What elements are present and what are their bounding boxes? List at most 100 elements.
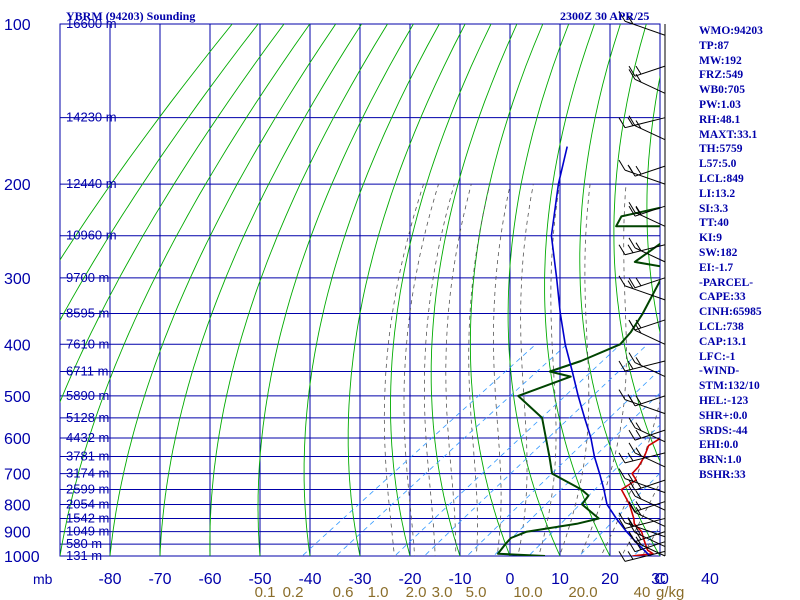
- parcel-line: [550, 146, 651, 556]
- stat-line: PW:1.03: [699, 98, 741, 111]
- wind-barb: [618, 159, 666, 185]
- dry-adiabats: [60, 24, 660, 556]
- moist-adiabat-line: [493, 184, 511, 556]
- height-label: 3174 m: [66, 466, 109, 481]
- dry-adiabat-line: [209, 24, 389, 556]
- dry-adiabat-line: [469, 24, 544, 556]
- stat-line: HEL:-123: [699, 394, 749, 407]
- dry-adiabat-line: [579, 24, 660, 556]
- stat-line: MW:192: [699, 54, 742, 67]
- wind-barb: [628, 522, 666, 548]
- pressure-tick-label: 500: [4, 389, 31, 406]
- wind-barb: [628, 417, 666, 443]
- stat-line: SW:182: [699, 246, 738, 259]
- temperature-tick-label: -50: [248, 571, 271, 588]
- stats-panel: WMO:94203 TP:87 MW:192 FRZ:549 WB0:705 PW:1.0…: [699, 24, 799, 483]
- temperature-tick-label: 30: [651, 571, 669, 588]
- moist-adiabat-line: [383, 183, 424, 556]
- wind-barb: [618, 512, 666, 538]
- height-label: 3781 m: [66, 448, 109, 463]
- pressure-tick-label: 400: [4, 337, 31, 354]
- pressure-tick-label: 800: [4, 497, 31, 514]
- wind-barb: [628, 442, 666, 468]
- pressure-tick-label: 700: [4, 467, 31, 484]
- stat-line: -PARCEL-: [699, 276, 754, 289]
- stat-line: -WIND-: [699, 365, 740, 378]
- stat-line: TH:5759: [699, 143, 743, 156]
- dry-adiabat-line: [390, 24, 492, 556]
- stat-line: LCL:849: [699, 172, 744, 185]
- stat-line: CAP:13.1: [699, 335, 747, 348]
- dry-adiabat-line: [257, 24, 414, 556]
- moist-adiabat-line: [468, 184, 491, 556]
- wind-barb: [628, 531, 666, 557]
- wind-barb: [628, 502, 666, 527]
- mixing-ratio-lines: [301, 344, 660, 556]
- mixing-ratio-label: 40: [634, 584, 651, 600]
- wind-barb: [618, 360, 666, 372]
- stat-line: MAXT:33.1: [699, 128, 758, 141]
- wind-barb: [618, 275, 666, 301]
- wind-barb: [628, 202, 666, 227]
- wind-barb: [618, 468, 666, 494]
- stat-line: TT:40: [699, 217, 729, 230]
- temperature-tick-label: 10: [551, 571, 569, 588]
- mixing-ratio-label: 5.0: [466, 584, 487, 600]
- temperature-tick-label: 20: [601, 571, 619, 588]
- stat-line: L57:5.0: [699, 158, 737, 171]
- stat-line: EI:-1.7: [699, 261, 734, 274]
- height-label: 8595 m: [66, 305, 109, 320]
- temperature-tick-label: 0: [506, 571, 515, 588]
- pressure-tick-label: 1000: [4, 549, 40, 566]
- stat-line: KI:9: [699, 232, 722, 245]
- dry-adiabat-line: [303, 24, 440, 556]
- dry-adiabat-line: [347, 24, 466, 556]
- height-label: 2599 m: [66, 482, 109, 497]
- x-unit-label: C: [654, 571, 666, 588]
- dry-adiabat-line: [109, 24, 337, 556]
- y-unit-label: mb: [33, 571, 53, 587]
- pressure-tick-label: 100: [4, 17, 31, 34]
- height-label: 2054 m: [66, 496, 109, 511]
- height-label: 16600 m: [66, 16, 117, 31]
- moist-adiabat-line: [445, 183, 472, 556]
- pressure-tick-label: 600: [4, 431, 31, 448]
- moist-adiabat-line: [538, 184, 560, 556]
- mixing-ratio-line: [528, 424, 660, 556]
- temperature-tick-label: -60: [198, 571, 221, 588]
- mixing-ratio-line: [394, 344, 621, 556]
- stat-line: LCL:738: [699, 320, 744, 333]
- moist-adiabat-line: [579, 184, 627, 556]
- temperature-tick-label: -70: [148, 571, 171, 588]
- stat-line: CAPE:33: [699, 291, 746, 304]
- wind-barb: [628, 479, 666, 491]
- height-label: 580 m: [66, 536, 102, 551]
- wind-barb: [628, 485, 666, 511]
- height-labels: 16600 m 14230 m 12440 m 10960 m 9700 m 8595 m…: [66, 16, 117, 563]
- stat-line: WMO:94203: [699, 25, 763, 37]
- stat-line: LFC:-1: [699, 350, 736, 363]
- mixing-ratio-label: 0.2: [283, 584, 304, 600]
- pressure-tick-label: 300: [4, 271, 31, 288]
- mixing-ratio-label: 10.0: [513, 584, 542, 600]
- stat-line: CINH:65985: [699, 306, 762, 319]
- dry-adiabat-line: [430, 24, 518, 556]
- stat-line: STM:132/10: [699, 380, 760, 393]
- dry-adiabat-line: [60, 24, 285, 403]
- moist-adiabats: [383, 183, 660, 556]
- mixing-ratio-label: 20.0: [568, 584, 597, 600]
- moist-adiabat-line: [423, 183, 455, 556]
- wind-barb: [618, 389, 666, 415]
- dewpoint-line: [497, 206, 660, 556]
- height-label: 7610 m: [66, 336, 109, 351]
- stat-line: BSHR:33: [699, 468, 746, 481]
- mixing-ratio-line: [493, 392, 660, 556]
- mixing-ratio-unit: g/kg: [656, 584, 684, 600]
- stat-line: LI:13.2: [699, 187, 736, 200]
- temperature-tick-label: -30: [348, 571, 371, 588]
- stat-line: FRZ:549: [699, 69, 744, 82]
- temperature-tick-label: 40: [701, 571, 719, 588]
- mixing-ratio-line: [578, 472, 660, 556]
